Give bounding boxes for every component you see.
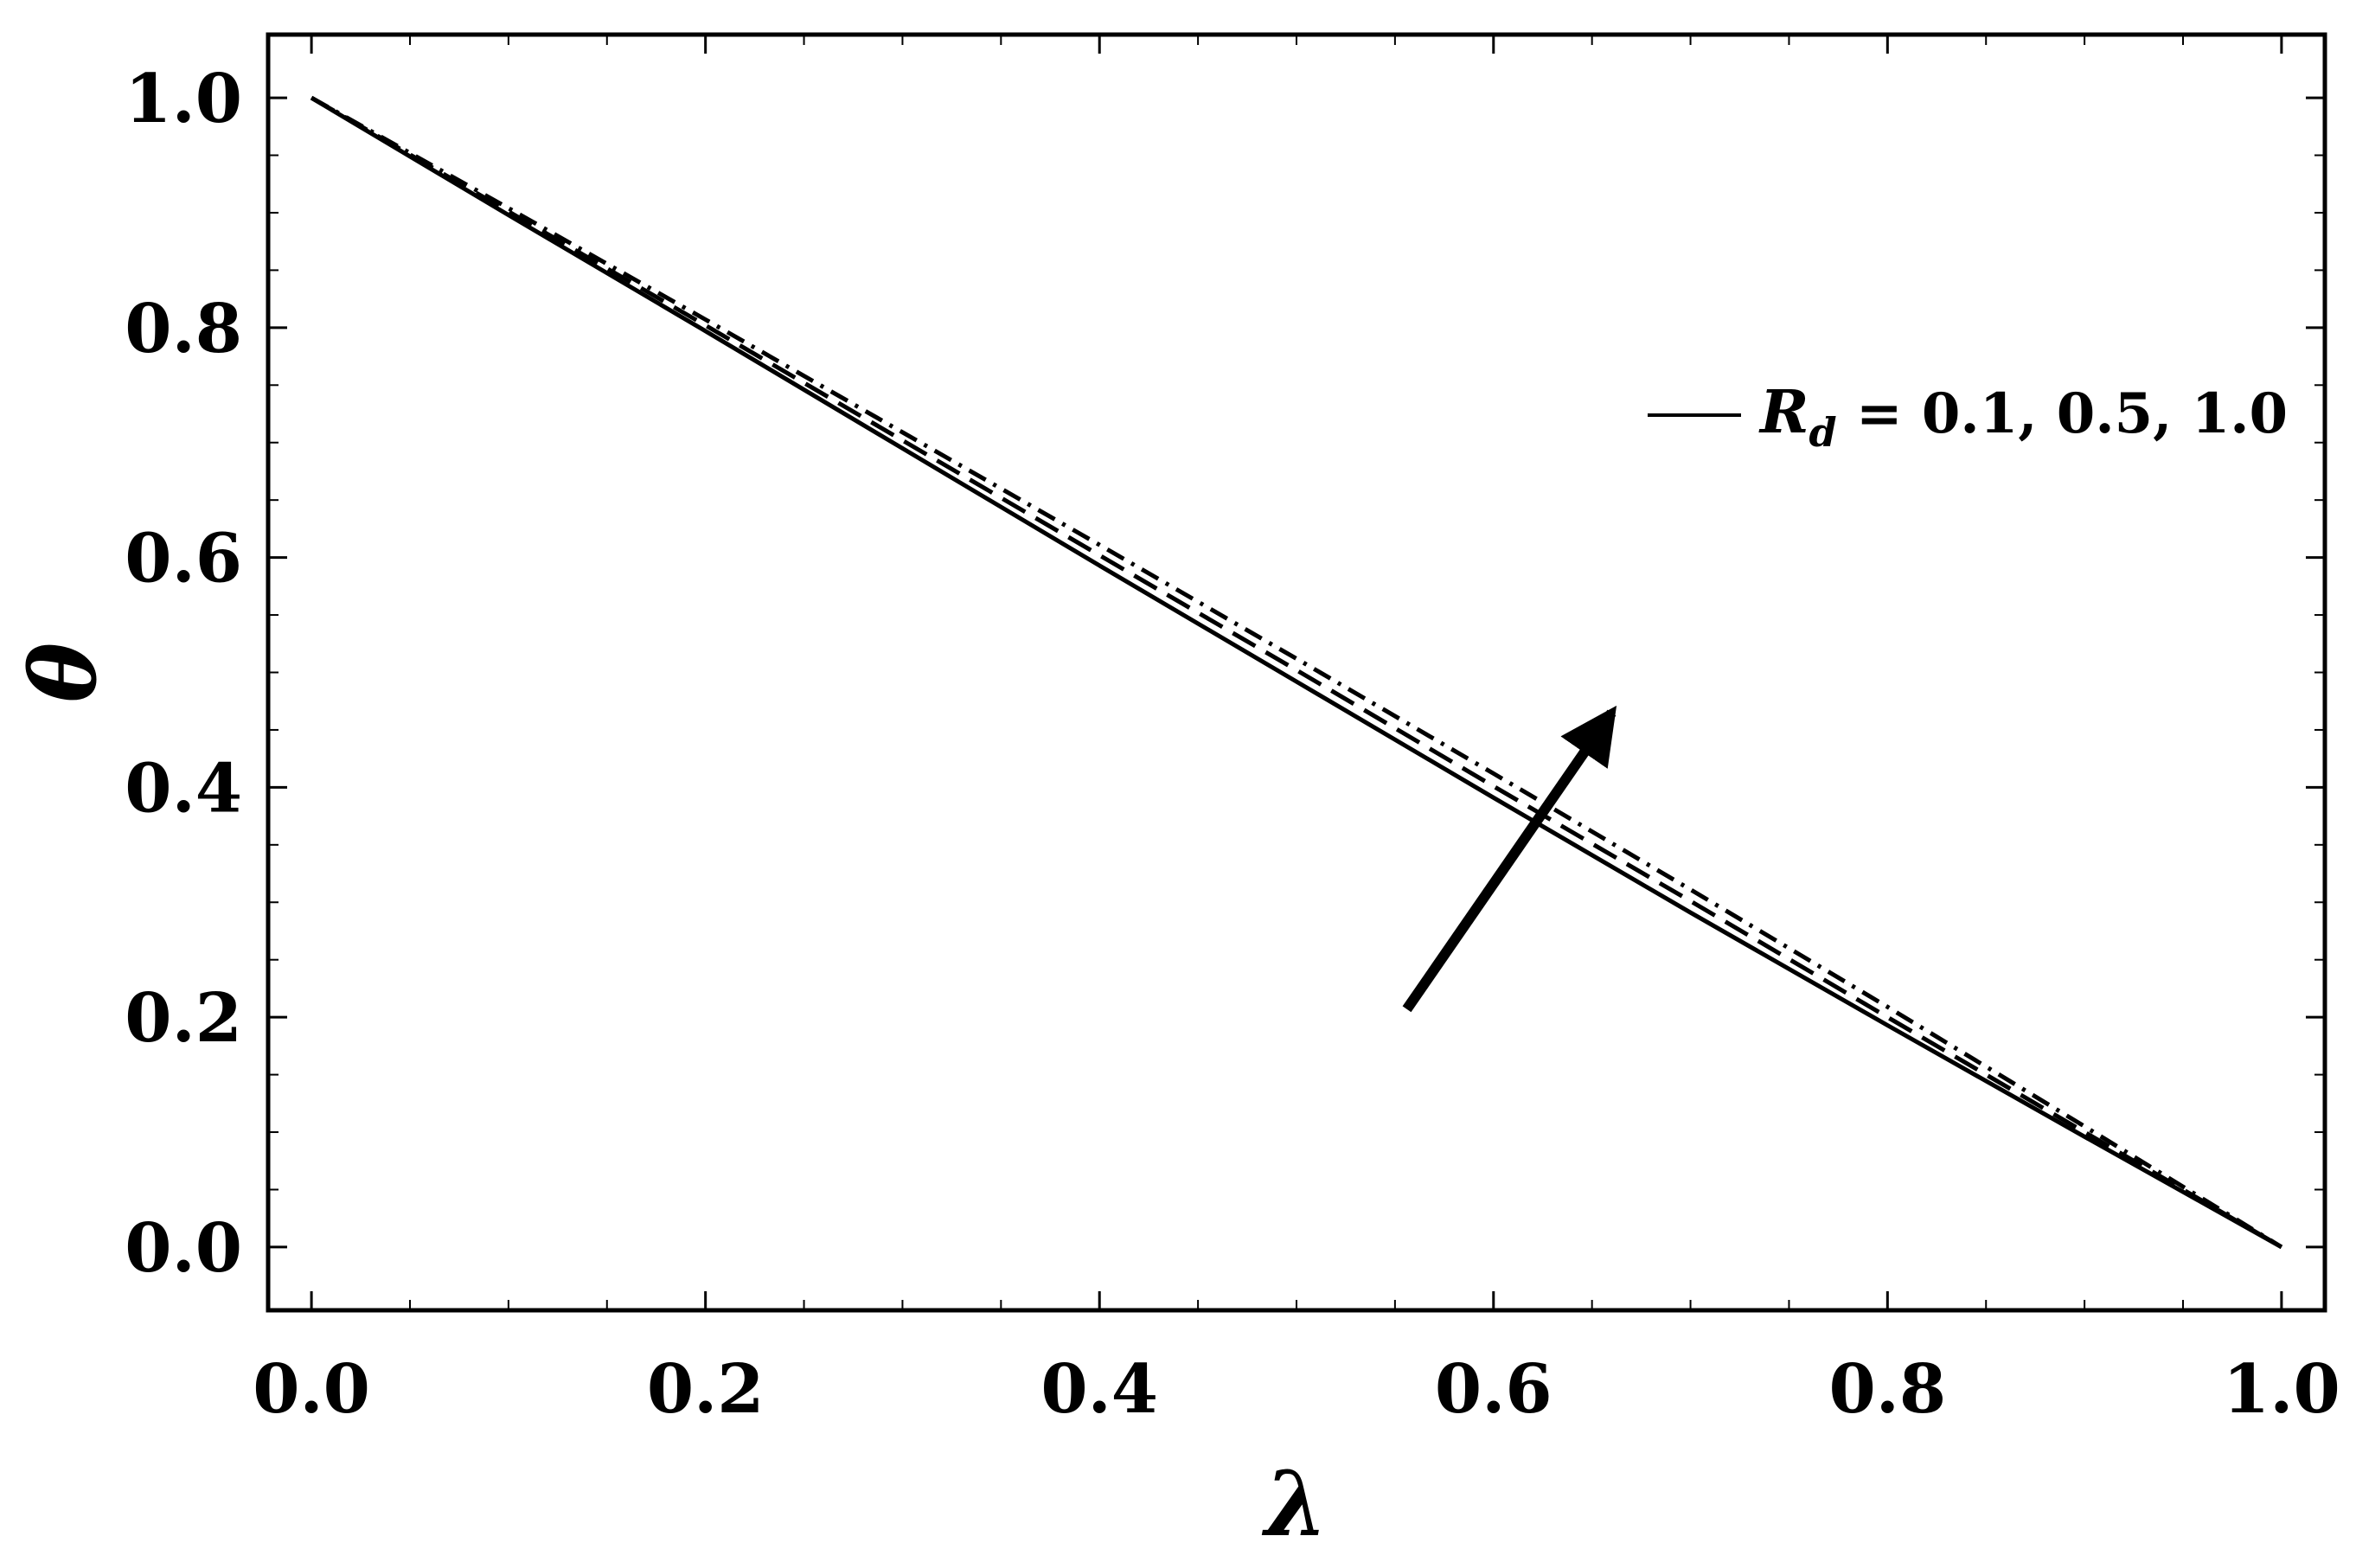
x-tick-label: 0.6 bbox=[1435, 1350, 1553, 1429]
legend-values: = 0.1, 0.5, 1.0 bbox=[1837, 381, 2288, 446]
x-tick-label: 1.0 bbox=[2223, 1350, 2340, 1429]
legend-subscript: d bbox=[1809, 409, 1837, 456]
y-tick-label: 0.6 bbox=[125, 520, 242, 598]
x-axis-title: λ bbox=[1262, 1450, 1328, 1557]
y-axis-title-group: θ˘ bbox=[0, 643, 117, 702]
x-tick-label: 0.4 bbox=[1040, 1350, 1158, 1429]
series-line-3 bbox=[310, 95, 2283, 1250]
y-tick-label: 0.0 bbox=[125, 1209, 242, 1288]
x-tick-label: 0.2 bbox=[647, 1350, 765, 1429]
y-tick-label: 1.0 bbox=[125, 60, 242, 138]
plot-frame bbox=[266, 32, 2327, 1313]
x-tick-label: 0.8 bbox=[1828, 1350, 1946, 1429]
y-tick-label: 0.4 bbox=[125, 749, 242, 828]
y-axis-title: θ bbox=[10, 643, 117, 702]
series-line-1 bbox=[310, 95, 2283, 1250]
trend-arrow bbox=[1402, 705, 1617, 1013]
legend-label: Rd = 0.1, 0.5, 1.0 bbox=[1758, 378, 2288, 456]
series-line-2 bbox=[310, 95, 2283, 1250]
legend-symbol: R bbox=[1758, 378, 1809, 447]
y-tick-label: 0.2 bbox=[125, 979, 242, 1058]
y-axis-title-accent: ˘ bbox=[0, 650, 54, 695]
x-tick-label: 0.0 bbox=[253, 1350, 370, 1429]
y-tick-label: 0.8 bbox=[125, 290, 242, 368]
